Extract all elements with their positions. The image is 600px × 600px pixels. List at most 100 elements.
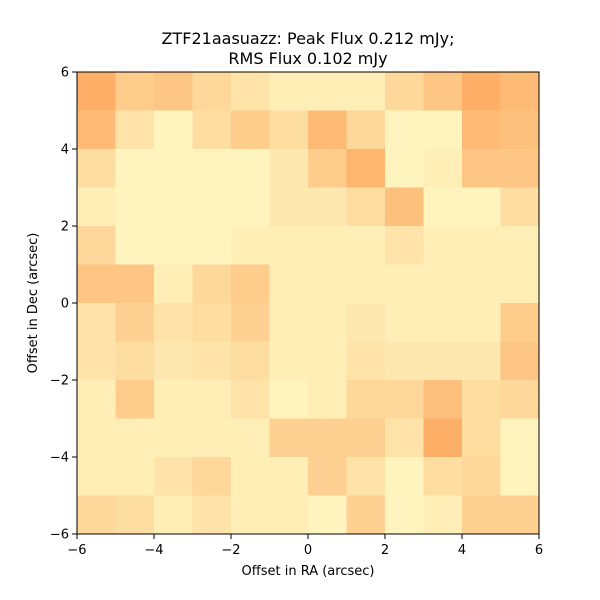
heatmap-cell	[77, 457, 116, 496]
heatmap-cell	[154, 187, 193, 227]
heatmap-cell	[423, 418, 463, 458]
heatmap-cell	[346, 226, 386, 265]
heatmap-cell	[77, 149, 116, 188]
heatmap-cell	[269, 341, 309, 381]
heatmap-cell	[269, 303, 309, 342]
heatmap-cell	[308, 187, 347, 227]
heatmap-cell	[500, 264, 540, 304]
heatmap-cell	[115, 418, 155, 458]
heatmap-cell	[269, 149, 309, 188]
heatmap-cell	[231, 264, 270, 304]
heatmap-cell	[154, 380, 193, 419]
heatmap-cell	[462, 187, 501, 227]
heatmap-cell	[115, 187, 155, 227]
heatmap-cell	[192, 380, 232, 419]
y-tick-label: 2	[61, 220, 69, 235]
heatmap-cell	[500, 187, 540, 227]
heatmap-cells	[77, 72, 540, 535]
heatmap-cell	[192, 418, 232, 458]
heatmap-cell	[77, 72, 116, 111]
heatmap-cell	[423, 110, 463, 150]
heatmap-cell	[115, 341, 155, 381]
heatmap-cell	[115, 303, 155, 342]
heatmap-cell	[269, 418, 309, 458]
heatmap-cell	[154, 457, 193, 496]
heatmap-cell	[385, 303, 424, 342]
heatmap-cell	[385, 72, 424, 111]
heatmap-cell	[269, 187, 309, 227]
heatmap-cell	[462, 457, 501, 496]
heatmap-cell	[77, 187, 116, 227]
heatmap-cell	[423, 226, 463, 265]
heatmap-cell	[462, 264, 501, 304]
heatmap-cell	[385, 149, 424, 188]
heatmap-cell	[269, 110, 309, 150]
heatmap-cell	[462, 110, 501, 150]
heatmap-cell	[192, 457, 232, 496]
heatmap-cell	[115, 264, 155, 304]
heatmap-cell	[192, 303, 232, 342]
heatmap-cell	[462, 226, 501, 265]
heatmap-cell	[500, 110, 540, 150]
heatmap-cell	[385, 457, 424, 496]
heatmap-cell	[385, 380, 424, 419]
heatmap-cell	[77, 341, 116, 381]
heatmap-cell	[346, 264, 386, 304]
chart-title-line-1: ZTF21aasuazz: Peak Flux 0.212 mJy;	[162, 29, 455, 48]
heatmap-cell	[500, 495, 540, 535]
heatmap-cell	[115, 72, 155, 111]
heatmap-cell	[154, 341, 193, 381]
heatmap-cell	[77, 495, 116, 535]
heatmap-cell	[269, 380, 309, 419]
heatmap-cell	[385, 264, 424, 304]
heatmap-cell	[346, 418, 386, 458]
heatmap-cell	[192, 495, 232, 535]
heatmap-cell	[346, 457, 386, 496]
heatmap-cell	[192, 149, 232, 188]
heatmap-cell	[231, 149, 270, 188]
heatmap-cell	[231, 341, 270, 381]
heatmap-cell	[346, 187, 386, 227]
heatmap-cell	[115, 110, 155, 150]
x-tick-label: 6	[535, 543, 543, 558]
heatmap-cell	[462, 149, 501, 188]
heatmap-cell	[77, 226, 116, 265]
heatmap-cell	[192, 226, 232, 265]
y-tick-label: 0	[61, 297, 69, 312]
y-tick-label: 4	[61, 143, 69, 158]
heatmap-cell	[385, 341, 424, 381]
heatmap-cell	[192, 264, 232, 304]
heatmap-cell	[423, 187, 463, 227]
heatmap-cell	[500, 341, 540, 381]
heatmap-cell	[154, 264, 193, 304]
heatmap-cell	[423, 264, 463, 304]
heatmap-cell	[231, 187, 270, 227]
heatmap-cell	[77, 110, 116, 150]
heatmap-cell	[385, 110, 424, 150]
y-tick-label: −2	[50, 374, 69, 389]
heatmap-cell	[192, 187, 232, 227]
chart-title-line-2: RMS Flux 0.102 mJy	[228, 49, 387, 68]
heatmap-cell	[269, 264, 309, 304]
heatmap-cell	[500, 380, 540, 419]
heatmap-cell	[462, 303, 501, 342]
heatmap-cell	[269, 457, 309, 496]
heatmap-cell	[385, 418, 424, 458]
heatmap-cell	[231, 380, 270, 419]
heatmap-cell	[308, 226, 347, 265]
heatmap-cell	[385, 495, 424, 535]
heatmap-cell	[231, 226, 270, 265]
heatmap-cell	[192, 72, 232, 111]
heatmap-cell	[154, 72, 193, 111]
heatmap-cell	[423, 457, 463, 496]
heatmap-cell	[231, 303, 270, 342]
heatmap-cell	[346, 495, 386, 535]
heatmap-cell	[462, 418, 501, 458]
x-tick-label: −2	[221, 543, 240, 558]
heatmap-cell	[423, 495, 463, 535]
heatmap-cell	[308, 110, 347, 150]
heatmap-cell	[308, 264, 347, 304]
heatmap-cell	[423, 341, 463, 381]
heatmap-cell	[346, 380, 386, 419]
